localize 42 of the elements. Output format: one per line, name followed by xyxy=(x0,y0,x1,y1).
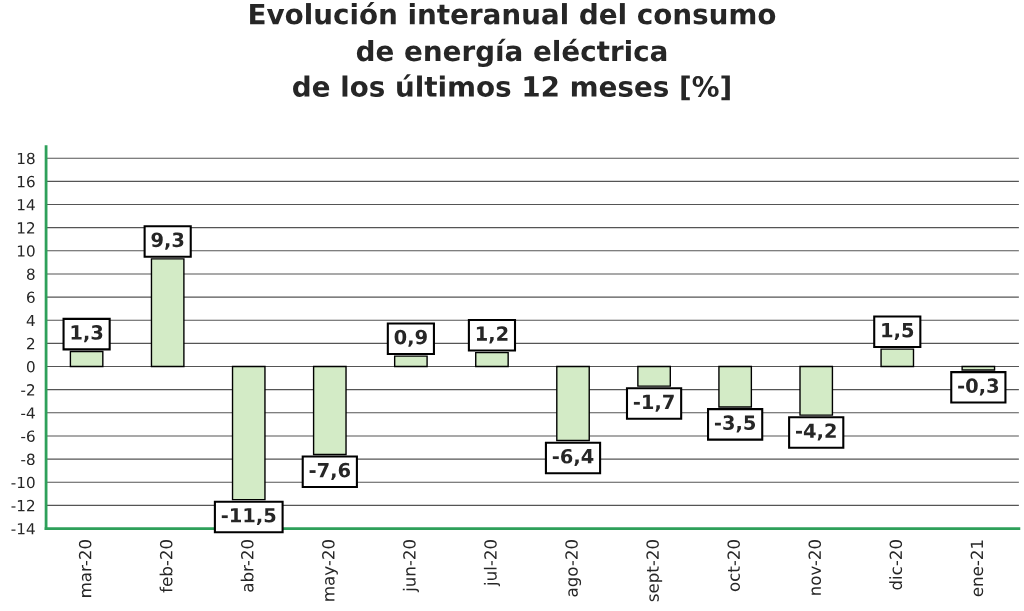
y-tick-label: -12 xyxy=(11,499,35,512)
y-tick-label: -10 xyxy=(11,476,35,489)
y-tick-label: -2 xyxy=(21,384,35,396)
data-label: -0,3 xyxy=(958,378,999,396)
y-tick-label: 8 xyxy=(26,268,35,280)
x-tick-label: jun-20 xyxy=(402,540,419,593)
y-tick-label: 12 xyxy=(17,222,35,234)
x-tick-label: abr-20 xyxy=(240,540,254,592)
chart-title: Evolución interanual del consumo de energía eléctrica de los últimos 12 meses [%] xyxy=(250,1,776,101)
y-tick-label: 4 xyxy=(26,314,35,327)
x-tick-label: sept-20 xyxy=(646,540,663,602)
x-tick-label: oct-20 xyxy=(727,540,740,592)
y-tick-label: -6 xyxy=(21,430,35,442)
data-label: 1,2 xyxy=(476,326,508,344)
x-tick-label: dic-20 xyxy=(889,540,903,590)
y-tick-label: 10 xyxy=(17,245,35,257)
data-label: 9,3 xyxy=(151,232,184,250)
y-tick-label: 18 xyxy=(17,152,35,165)
data-label: -6,4 xyxy=(552,448,594,467)
data-label: -11,5 xyxy=(221,508,276,526)
data-label: -1,7 xyxy=(633,394,674,412)
x-tick-label: ene-21 xyxy=(970,540,984,597)
y-tick-label: 2 xyxy=(27,337,35,350)
x-tick-label: mar-20 xyxy=(78,540,92,597)
x-tick-label: nov-20 xyxy=(808,540,822,595)
data-label: -7,6 xyxy=(309,462,351,480)
y-tick-label: 0 xyxy=(26,360,35,373)
data-label: -4,2 xyxy=(796,423,836,441)
y-tick-label: -4 xyxy=(21,407,35,419)
x-tick-label: jul-20 xyxy=(483,540,501,587)
y-tick-label: -8 xyxy=(21,453,35,466)
x-tick-label: ago-20 xyxy=(565,540,582,597)
x-tick-label: may-20 xyxy=(322,540,338,601)
data-label: 0,9 xyxy=(394,329,427,347)
data-label: -3,5 xyxy=(714,415,756,433)
x-tick-label: feb-20 xyxy=(159,540,173,593)
y-tick-label: 6 xyxy=(27,291,35,304)
data-label: 1,5 xyxy=(882,322,914,340)
y-tick-label: -14 xyxy=(11,523,35,535)
y-tick-label: 14 xyxy=(17,199,35,211)
y-tick-label: 16 xyxy=(17,175,35,188)
data-label: 1,3 xyxy=(71,325,103,343)
